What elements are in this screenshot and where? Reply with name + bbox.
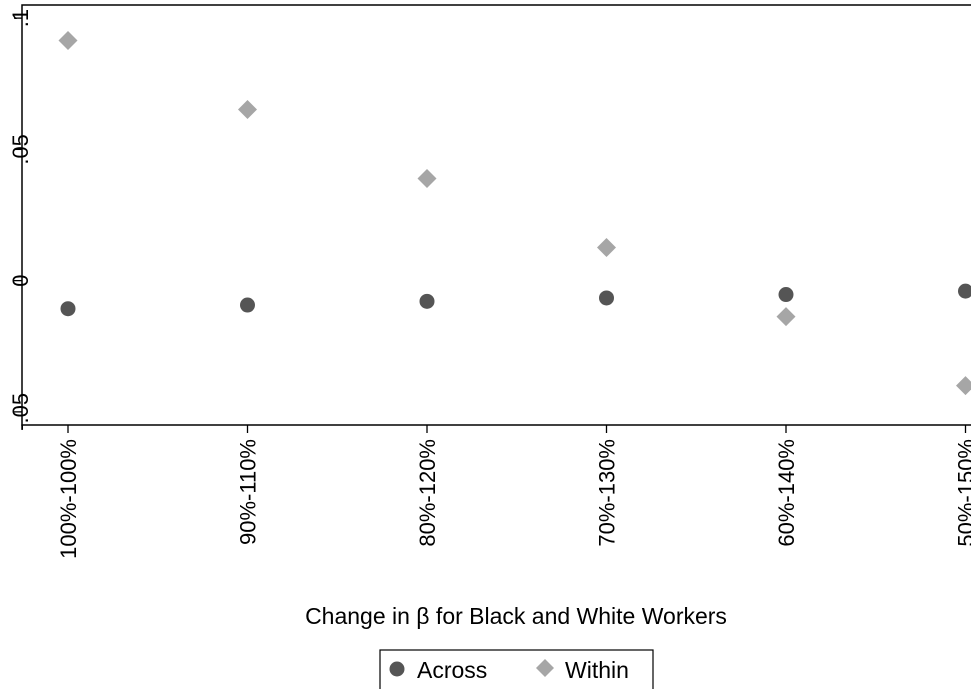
within-point-5 [956, 376, 971, 396]
x-tick-label-3: 70%-130% [595, 439, 620, 547]
y-tick-label-3: .1 [8, 9, 33, 27]
legend-across-marker [389, 661, 405, 677]
across-point-4 [778, 287, 794, 303]
x-tick-label-2: 80%-120% [415, 439, 440, 547]
across-point-0 [60, 301, 76, 317]
legend-across-label: Across [417, 657, 487, 683]
x-tick-label-5: 50%-150% [954, 439, 971, 547]
y-tick-label-2: .05 [8, 134, 33, 165]
axes: -.05 0 .05 .1 100%-100% 90%-110% 80%-120% 70%-1… [8, 9, 971, 559]
within-point-2 [417, 169, 437, 189]
x-tick-label-4: 60%-140% [774, 439, 799, 547]
legend: Across Within [379, 649, 654, 689]
x-tick-label-0: 100%-100% [56, 439, 81, 559]
y-tick-label-1: 0 [8, 275, 33, 287]
within-point-1 [238, 99, 257, 119]
within-point-4 [776, 307, 796, 327]
across-point-5 [958, 283, 971, 299]
across-point-1 [240, 297, 255, 313]
plot-frame [21, 4, 971, 426]
across-point-3 [599, 290, 614, 306]
legend-within-marker [536, 659, 554, 677]
within-point-0 [58, 30, 78, 50]
x-axis-title: Change in β for Black and White Workers [305, 603, 727, 629]
across-point-2 [419, 293, 435, 309]
x-tick-label-1: 90%-110% [236, 439, 261, 545]
within-point-3 [597, 238, 616, 258]
legend-box [379, 649, 654, 689]
y-tick-label-0: -.05 [8, 393, 33, 431]
data-marks [58, 30, 971, 396]
legend-within-label: Within [565, 657, 629, 683]
